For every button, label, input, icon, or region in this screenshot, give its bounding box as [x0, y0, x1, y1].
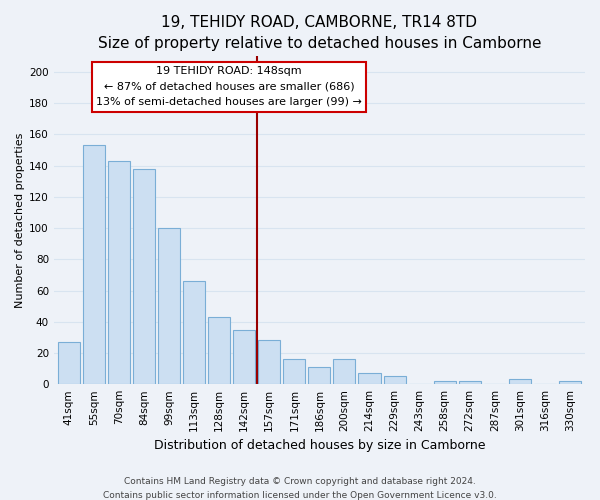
Bar [258, 340, 280, 384]
Bar [183, 281, 205, 384]
Bar [434, 381, 456, 384]
Bar [383, 376, 406, 384]
Title: 19, TEHIDY ROAD, CAMBORNE, TR14 8TD
Size of property relative to detached houses: 19, TEHIDY ROAD, CAMBORNE, TR14 8TD Size… [98, 15, 541, 51]
Bar [108, 161, 130, 384]
Bar [283, 359, 305, 384]
Bar [133, 168, 155, 384]
Bar [559, 381, 581, 384]
Bar [358, 374, 380, 384]
Bar [208, 317, 230, 384]
Y-axis label: Number of detached properties: Number of detached properties [15, 132, 25, 308]
Bar [233, 330, 255, 384]
Bar [459, 381, 481, 384]
Bar [334, 359, 355, 384]
X-axis label: Distribution of detached houses by size in Camborne: Distribution of detached houses by size … [154, 440, 485, 452]
Bar [158, 228, 180, 384]
Bar [308, 367, 331, 384]
Bar [58, 342, 80, 384]
Bar [509, 380, 531, 384]
Text: 19 TEHIDY ROAD: 148sqm
← 87% of detached houses are smaller (686)
13% of semi-de: 19 TEHIDY ROAD: 148sqm ← 87% of detached… [96, 66, 362, 108]
Bar [83, 146, 105, 384]
Text: Contains HM Land Registry data © Crown copyright and database right 2024.
Contai: Contains HM Land Registry data © Crown c… [103, 478, 497, 500]
